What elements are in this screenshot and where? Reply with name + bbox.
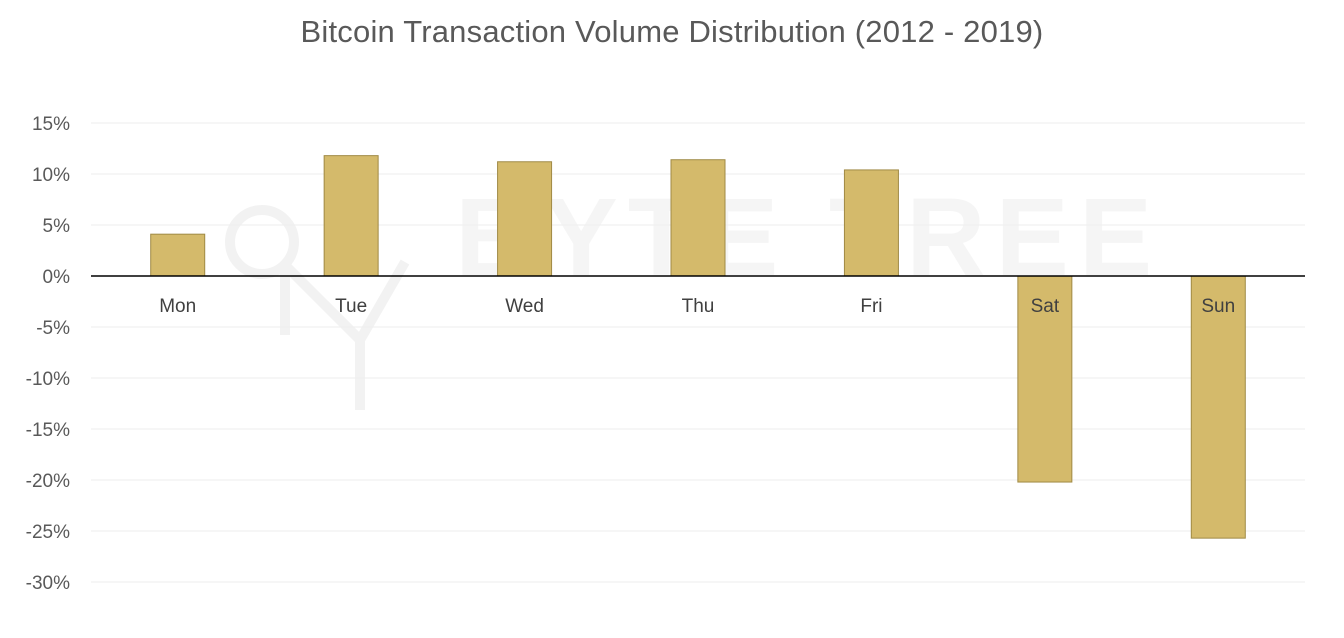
bar-wed [497,161,553,277]
y-tick-label: -15% [26,420,70,441]
x-category-label: Sat [1031,296,1060,317]
bars [150,155,1246,539]
y-tick-label: 15% [32,114,70,135]
x-axis-category-labels: Mon Tue Wed Thu Fri Sat Sun [159,296,1235,317]
x-category-label: Wed [505,296,544,317]
y-tick-label: 10% [32,165,70,186]
y-tick-label: -10% [26,369,70,390]
y-tick-label: -5% [36,318,70,339]
bar-fri [843,169,899,277]
y-axis-tick-labels: 15% 10% 5% 0% -5% -10% -15% -20% -25% -30% [26,114,70,594]
y-tick-label: -30% [26,573,70,594]
y-tick-label: -25% [26,522,70,543]
x-category-label: Fri [860,296,882,317]
x-category-label: Sun [1201,296,1235,317]
bar-thu [670,159,726,277]
chart-title: Bitcoin Transaction Volume Distribution … [300,14,1044,49]
bar-mon [150,233,206,277]
y-tick-label: -20% [26,471,70,492]
bar-tue [323,155,379,277]
x-category-label: Mon [159,296,196,317]
x-category-label: Tue [335,296,367,317]
bar-sun [1190,275,1246,539]
y-tick-label: 5% [43,216,71,237]
x-category-label: Thu [682,296,715,317]
y-tick-label: 0% [43,267,71,288]
